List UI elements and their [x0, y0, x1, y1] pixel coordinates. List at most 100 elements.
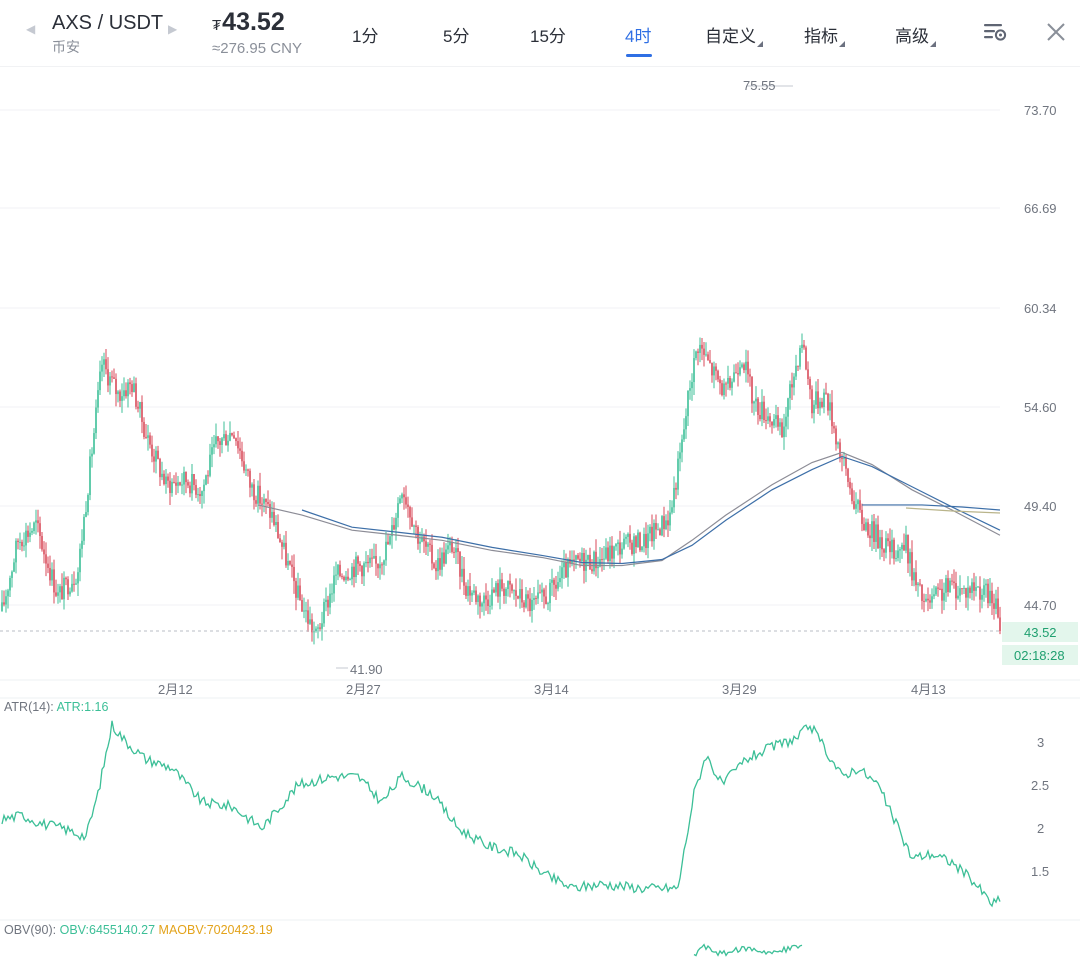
candle-body	[619, 542, 621, 555]
candle-body	[909, 552, 911, 564]
candle-body	[375, 556, 377, 564]
candle-body	[431, 544, 433, 564]
candle-body	[435, 567, 437, 572]
candle-body	[337, 564, 339, 575]
date-tick: 3月14	[534, 682, 569, 697]
tab-custom[interactable]: 自定义	[705, 22, 763, 47]
last-price-label: 43.52	[1024, 625, 1057, 640]
candle-body	[561, 567, 563, 579]
candle-body	[325, 599, 327, 602]
candle-body	[777, 415, 779, 427]
candle-body	[403, 494, 405, 498]
candle-body	[679, 452, 681, 459]
next-pair-icon[interactable]: ▶	[168, 22, 178, 36]
candle-body	[515, 590, 517, 596]
tab-4h[interactable]: 4时	[625, 22, 651, 47]
candle-body	[379, 564, 381, 569]
candle-body	[407, 504, 409, 507]
candle-body	[327, 599, 329, 608]
candle-body	[537, 592, 539, 599]
candle-body	[29, 532, 31, 537]
candle-body	[721, 383, 723, 396]
candle-body	[797, 365, 799, 367]
candle-body	[341, 576, 343, 578]
candle-body	[695, 351, 697, 359]
candle-body	[307, 610, 309, 624]
tab-5min[interactable]: 5分	[443, 22, 469, 47]
candle-body	[387, 541, 389, 545]
candle-body	[711, 362, 713, 376]
date-tick: 3月29	[722, 682, 757, 697]
candle-body	[923, 600, 925, 602]
candle-body	[729, 378, 731, 388]
candle-body	[741, 364, 743, 368]
candle-body	[125, 390, 127, 397]
candle-body	[497, 583, 499, 597]
candle-body	[331, 593, 333, 595]
candle-body	[845, 458, 847, 469]
chart-area[interactable]: 73.70 66.69 60.34 54.60 49.40 44.70 43.5…	[0, 66, 1080, 958]
candle-body	[427, 543, 429, 547]
tab-1min[interactable]: 1分	[352, 22, 378, 47]
candle-body	[659, 529, 661, 536]
candle-body	[65, 577, 67, 580]
tab-indicators[interactable]: 指标	[804, 22, 845, 47]
candle-body	[127, 382, 129, 397]
candle-body	[825, 392, 827, 394]
candle-body	[395, 517, 397, 530]
moving-averages	[257, 451, 1001, 567]
high-label: 75.55	[743, 78, 776, 93]
candle-body	[517, 595, 519, 599]
candle-body	[651, 526, 653, 542]
candle-body	[685, 416, 687, 430]
candle-body	[97, 390, 99, 408]
candle-body	[623, 538, 625, 549]
candle-body	[287, 560, 289, 566]
candle-body	[263, 498, 265, 504]
candle-body	[245, 469, 247, 471]
candle-body	[83, 516, 85, 541]
candle-body	[257, 485, 259, 504]
candle-body	[205, 475, 207, 485]
candle-body	[717, 370, 719, 380]
candle-body	[131, 384, 133, 393]
candle-body	[639, 532, 641, 551]
candle-body	[819, 401, 821, 409]
tab-15min[interactable]: 15分	[530, 22, 566, 47]
candle-body	[51, 569, 53, 581]
prev-pair-icon[interactable]: ◀	[26, 22, 36, 36]
candle-body	[359, 563, 361, 566]
candle-body	[803, 344, 805, 348]
tab-advanced[interactable]: 高级	[895, 22, 936, 47]
candle-body	[853, 501, 855, 509]
candle-body	[371, 557, 373, 559]
candle-body	[367, 561, 369, 564]
candle-body	[333, 575, 335, 594]
candle-body	[317, 627, 319, 629]
candle-body	[313, 631, 315, 633]
candle-body	[229, 433, 231, 441]
candle-body	[117, 391, 119, 395]
candle-body	[987, 583, 989, 604]
candle-body	[27, 530, 29, 537]
candle-body	[811, 389, 813, 414]
candle-body	[105, 359, 107, 370]
candle-body	[37, 520, 39, 524]
candle-body	[1, 602, 3, 612]
candle-body	[809, 379, 811, 390]
pair-title[interactable]: AXS / USDT	[52, 12, 164, 34]
candle-body	[565, 562, 567, 578]
candle-body	[329, 593, 331, 608]
candle-body	[365, 561, 367, 564]
candle-body	[181, 484, 183, 486]
candle-body	[563, 562, 565, 568]
candle-body	[749, 374, 751, 377]
candle-body	[479, 595, 481, 607]
candle-body	[667, 520, 669, 526]
candle-body	[491, 589, 493, 606]
candle-body	[467, 586, 469, 596]
candle-body	[227, 440, 229, 446]
close-icon[interactable]	[1042, 18, 1070, 46]
chart-settings-icon[interactable]	[981, 18, 1009, 46]
candle-body	[259, 485, 261, 504]
